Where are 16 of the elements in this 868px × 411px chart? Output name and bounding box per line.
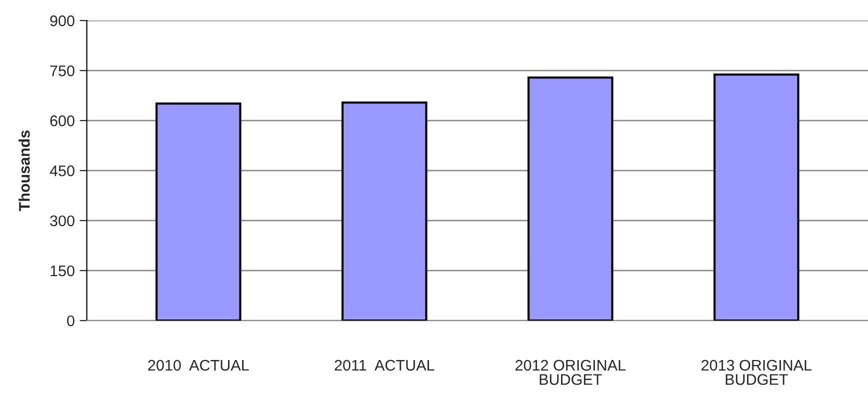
y-tick-label: 750: [50, 65, 74, 76]
x-tick-label: 2010 ACTUAL: [148, 360, 249, 371]
bar: [342, 102, 428, 321]
x-tick-label: 2011 ACTUAL: [334, 360, 434, 371]
y-tick-label: 150: [50, 265, 74, 276]
bar: [156, 102, 242, 321]
y-tick-label: 0: [67, 315, 74, 326]
bar: [528, 76, 614, 321]
y-tick-label: 600: [50, 115, 74, 126]
y-tick-label: 900: [50, 15, 74, 26]
y-axis-title: Thousands: [18, 130, 30, 212]
bar: [714, 74, 800, 321]
x-tick-label: 2012 ORIGINAL BUDGET: [516, 360, 626, 385]
x-tick-label: 2013 ORIGINAL BUDGET: [702, 360, 812, 385]
y-tick-label: 450: [50, 165, 74, 176]
y-tick-label: 300: [50, 215, 74, 226]
